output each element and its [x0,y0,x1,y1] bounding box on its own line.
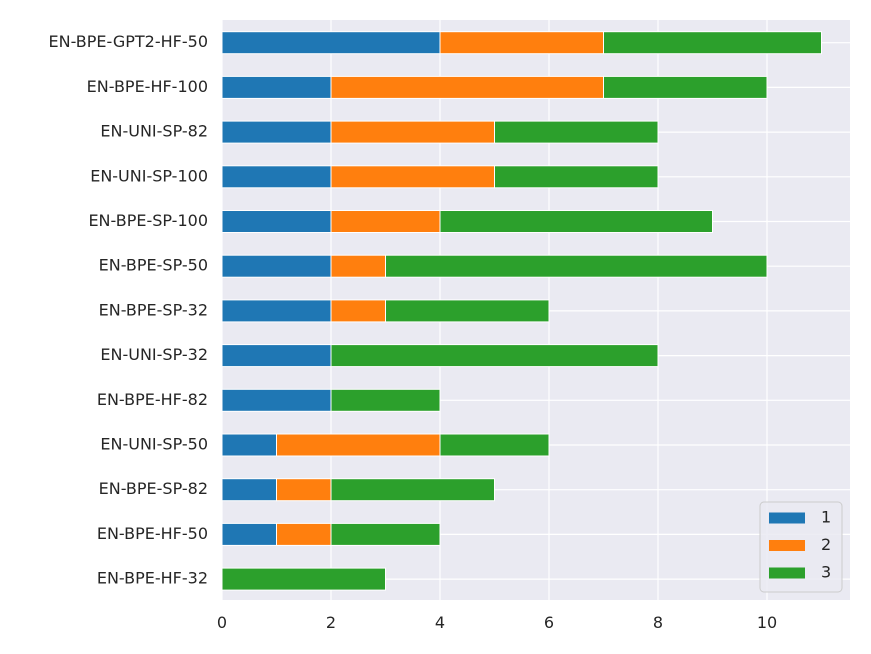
bar-segment-series-2 [439,31,604,55]
x-tick-labels: 0 2 4 6 8 10 [217,613,777,632]
bar-segment-series-1 [221,75,332,99]
x-tick-label: 0 [217,613,227,632]
bar-segment-series-1 [221,120,332,144]
bar-segment-series-3 [385,254,768,278]
x-tick-label: 6 [544,613,554,632]
bar-segment-series-3 [494,165,659,189]
bar-segment-series-3 [603,31,822,55]
bar-segment-series-1 [221,165,332,189]
bar-segment-series-2 [330,75,604,99]
bar-segment-series-2 [276,433,441,457]
bar-segment-series-2 [330,165,495,189]
y-tick-label: EN-UNI-SP-100 [90,166,208,185]
bar-segment-series-1 [221,210,332,233]
bar-segment-series-1 [221,388,332,412]
bar-segment-series-3 [439,433,550,457]
bar-segment-series-1 [221,344,332,368]
bar-segment-series-1 [221,478,277,502]
bar-segment-series-3 [439,210,713,233]
bar-segment-series-3 [330,388,441,412]
y-tick-label: EN-UNI-SP-32 [100,345,208,364]
bars [221,31,822,591]
legend-label-series-2: 2 [821,535,831,554]
y-tick-label: EN-BPE-HF-82 [97,390,208,409]
legend-label-series-1: 1 [821,508,831,527]
y-tick-label: EN-UNI-SP-82 [100,122,208,141]
bar-segment-series-2 [330,210,441,233]
bar-segment-series-2 [330,299,386,323]
y-tick-label: EN-BPE-GPT2-HF-50 [48,32,208,51]
y-tick-labels: EN-BPE-GPT2-HF-50 EN-BPE-HF-100 EN-UNI-SP-… [48,32,208,587]
legend-swatch-series-3 [769,567,805,579]
bar-segment-series-3 [221,567,386,591]
bar-segment-series-3 [385,299,550,323]
bar-segment-series-3 [603,75,768,99]
bar-segment-series-1 [221,433,277,457]
bar-segment-series-3 [330,478,495,502]
bar-segment-series-2 [276,522,332,546]
bar-segment-series-1 [221,299,332,323]
bar-segment-series-1 [221,254,332,278]
bar-segment-series-2 [330,254,386,278]
y-tick-label: EN-BPE-SP-32 [99,300,208,319]
legend-swatch-series-2 [769,540,805,551]
y-tick-label: EN-BPE-HF-100 [87,77,208,96]
y-tick-label: EN-UNI-SP-50 [100,435,208,454]
y-tick-label: EN-BPE-SP-100 [88,211,208,230]
legend-swatch-series-1 [769,512,805,524]
bar-segment-series-2 [330,120,495,144]
y-tick-label: EN-BPE-HF-32 [97,569,208,588]
legend: 1 2 3 [759,501,843,593]
bar-segment-series-2 [276,478,332,502]
bar-segment-series-1 [221,522,277,546]
y-tick-label: EN-BPE-HF-50 [97,524,208,543]
y-tick-label: EN-BPE-SP-82 [99,479,208,498]
bar-segment-series-1 [221,31,441,55]
bar-segment-series-3 [330,344,659,368]
x-tick-label: 10 [757,613,777,632]
bar-segment-series-3 [494,120,659,144]
x-tick-label: 8 [653,613,663,632]
x-tick-label: 4 [435,613,445,632]
y-tick-label: EN-BPE-SP-50 [99,256,208,275]
legend-label-series-3: 3 [821,563,831,582]
bar-segment-series-3 [330,522,441,546]
x-tick-label: 2 [326,613,336,632]
